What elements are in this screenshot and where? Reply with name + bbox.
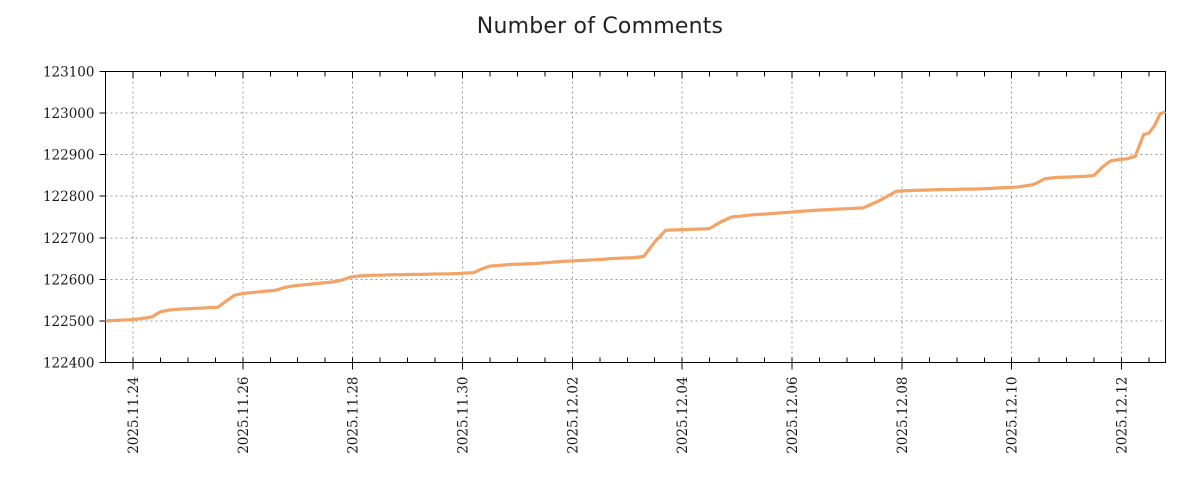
grid-lines-horizontal [105, 71, 1166, 363]
data-series-line [105, 110, 1167, 323]
grid-lines-vertical [132, 71, 1123, 363]
y-tick-label: 122800 [43, 189, 95, 205]
x-tick-label: 2025.12.02 [565, 377, 581, 454]
x-tick-label: 2025.12.04 [675, 377, 691, 454]
plot-frame [104, 70, 1167, 364]
chart-title: Number of Comments [476, 14, 724, 39]
x-tick-label: 2025.12.08 [895, 377, 911, 454]
y-tick-label: 122400 [43, 356, 95, 372]
x-tick-label: 2025.11.24 [126, 377, 142, 454]
x-axis-tick-labels: 2025.11.24 2025.11.26 2025.11.28 2025.11.30… [126, 377, 1131, 454]
y-axis-ticks [99, 71, 106, 363]
y-tick-label: 122700 [43, 231, 95, 247]
x-tick-label: 2025.12.10 [1005, 377, 1021, 454]
y-tick-label: 122600 [43, 272, 95, 288]
y-tick-label: 123100 [43, 65, 95, 81]
y-tick-label: 122500 [43, 314, 95, 330]
y-tick-label: 122900 [43, 148, 95, 164]
x-tick-label: 2025.11.26 [236, 377, 252, 454]
x-tick-label: 2025.11.28 [346, 377, 362, 454]
y-axis-tick-labels: 122400 122500 122600 122700 122800 122900 1230… [43, 65, 95, 372]
x-tick-label: 2025.11.30 [455, 377, 471, 454]
x-axis-ticks [105, 71, 1150, 370]
x-tick-label: 2025.12.06 [785, 377, 801, 454]
x-tick-label: 2025.12.12 [1115, 377, 1131, 454]
y-tick-label: 123000 [43, 106, 95, 122]
